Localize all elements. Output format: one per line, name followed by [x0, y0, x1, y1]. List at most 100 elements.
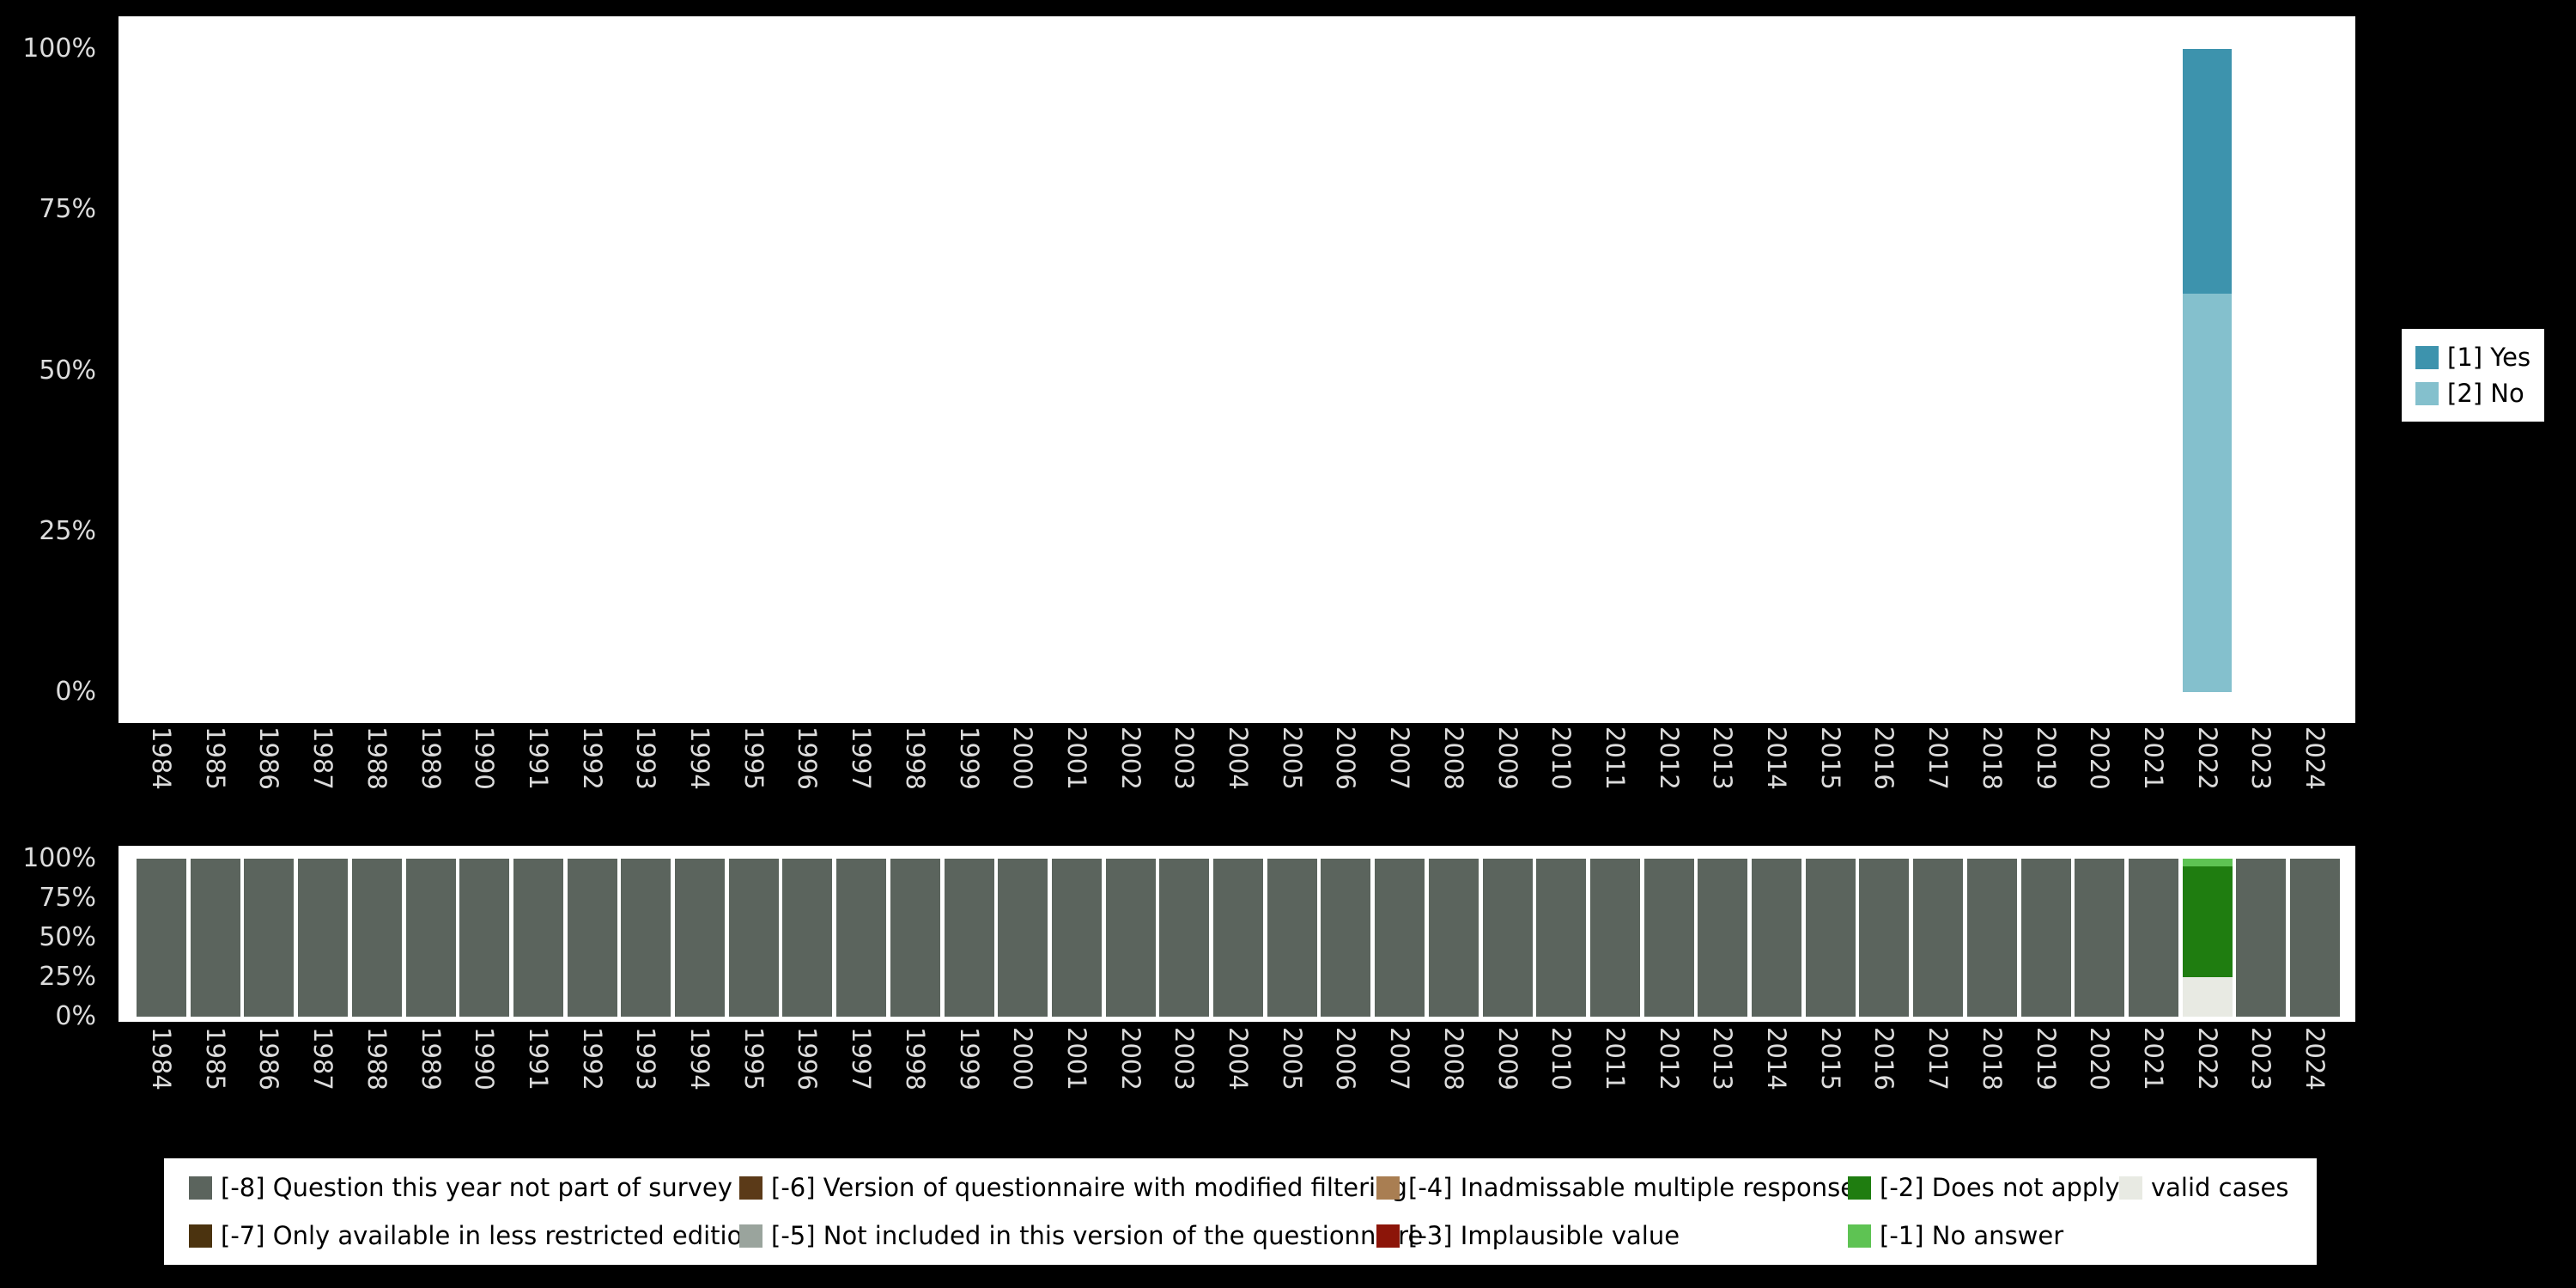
- bar-segment: [1589, 859, 1640, 1017]
- bar-segment: [675, 859, 725, 1017]
- x-axis-year-label: 2012: [1654, 726, 1684, 790]
- legend-item-minus4: [-4] Inadmissable multiple response: [1376, 1173, 1856, 1202]
- x-axis-year-label: 1991: [523, 726, 553, 790]
- minus8-color-swatch: [189, 1176, 212, 1200]
- x-axis-year-label: 2010: [1546, 1027, 1577, 1091]
- bar-segment: [1698, 859, 1748, 1017]
- x-axis-year-label: 2006: [1331, 726, 1361, 790]
- legend-item-no: [2] No: [2415, 379, 2530, 408]
- bar-segment: [1321, 859, 1371, 1017]
- minus2-color-swatch: [1848, 1176, 1871, 1200]
- bar-segment: [782, 859, 833, 1017]
- x-axis-year-label: 2005: [1277, 1027, 1307, 1091]
- missing-codes-legend-row-2: [-7] Only available in less restricted e…: [189, 1212, 2317, 1260]
- bar-segment: [1913, 859, 1964, 1017]
- x-axis-year-label: 2008: [1438, 1027, 1468, 1091]
- bar-segment: [2236, 859, 2287, 1017]
- missings-y-axis-labels: 0% 25% 50% 75% 100%: [0, 843, 110, 1031]
- x-axis-year-label: 1987: [308, 1027, 338, 1091]
- bar-segment: [890, 859, 940, 1017]
- answers-y-axis-labels: 0% 25% 50% 75% 100%: [0, 16, 110, 723]
- bar-segment: [621, 859, 671, 1017]
- bar-segment: [1966, 859, 2017, 1017]
- legend-label-minus6: [-6] Version of questionnaire with modif…: [771, 1173, 1407, 1202]
- x-axis-year-label: 2009: [1492, 726, 1522, 790]
- y-axis-tick-label: 25%: [39, 962, 96, 992]
- missings-x-axis-year-labels: 1984 1985 1986 1987 1988 1989 1990 1991 1992 1993…: [118, 1027, 2355, 1109]
- x-axis-year-label: 2003: [1170, 726, 1200, 790]
- x-axis-year-label: 1992: [577, 726, 607, 790]
- missing-codes-legend-row-1: [-8] Question this year not part of surv…: [189, 1163, 2317, 1212]
- legend-label-minus3: [-3] Implausible value: [1408, 1221, 1680, 1250]
- y-axis-tick-label: 50%: [39, 922, 96, 952]
- bar-segment: [190, 859, 240, 1017]
- bar-segment: [728, 859, 779, 1017]
- bar-segment: [2290, 859, 2340, 1017]
- x-axis-year-label: 2017: [1923, 1027, 1953, 1091]
- missings-chart-panel: [118, 846, 2355, 1022]
- x-axis-year-label: 2014: [1762, 726, 1791, 790]
- bar-segment: [244, 859, 295, 1017]
- bar-segment: [137, 859, 186, 1017]
- x-axis-year-label: 2015: [1815, 1027, 1845, 1091]
- x-axis-year-label: 1990: [470, 726, 500, 790]
- bar-segment: [1805, 859, 1856, 1017]
- x-axis-year-label: 1986: [254, 1027, 284, 1091]
- bar-segment: [2182, 866, 2233, 977]
- x-axis-year-label: 1984: [147, 1027, 176, 1091]
- x-axis-year-label: 1992: [577, 1027, 607, 1091]
- x-axis-year-label: 2001: [1061, 1027, 1091, 1091]
- legend-label-valid-cases: valid cases: [2151, 1173, 2289, 1202]
- x-axis-year-label: 2007: [1385, 726, 1415, 790]
- bar-segment: [944, 859, 994, 1017]
- bar-segment: [567, 859, 617, 1017]
- legend-item-minus7: [-7] Only available in less restricted e…: [189, 1221, 758, 1250]
- bar-segment: [1536, 859, 1587, 1017]
- legend-label-minus7: [-7] Only available in less restricted e…: [221, 1221, 758, 1250]
- x-axis-year-label: 2014: [1762, 1027, 1791, 1091]
- x-axis-year-label: 1989: [416, 726, 446, 790]
- bar-segment: [1859, 859, 1910, 1017]
- yes-color-swatch: [2415, 345, 2439, 369]
- x-axis-year-label: 2017: [1923, 726, 1953, 790]
- bar-segment: [1159, 859, 1210, 1017]
- bar-segment: [2183, 49, 2233, 294]
- minus7-color-swatch: [189, 1224, 212, 1248]
- x-axis-year-label: 1987: [308, 726, 338, 790]
- valid-cases-color-swatch: [2119, 1176, 2142, 1200]
- x-axis-year-label: 2006: [1331, 1027, 1361, 1091]
- x-axis-year-label: 2009: [1492, 1027, 1522, 1091]
- legend-item-minus5: [-5] Not included in this version of the…: [739, 1221, 1423, 1250]
- x-axis-year-label: 2021: [2138, 726, 2168, 790]
- y-axis-tick-label: 50%: [39, 355, 96, 386]
- y-axis-tick-label: 75%: [39, 194, 96, 225]
- legend-label-minus2: [-2] Does not apply: [1880, 1173, 2120, 1202]
- x-axis-year-label: 2020: [2085, 1027, 2115, 1091]
- x-axis-year-label: 1984: [147, 726, 176, 790]
- x-axis-year-label: 2013: [1708, 726, 1738, 790]
- y-axis-tick-label: 25%: [39, 515, 96, 546]
- x-axis-year-label: 1997: [847, 1027, 877, 1091]
- x-axis-year-label: 2018: [1977, 726, 2007, 790]
- x-axis-year-label: 1993: [631, 726, 661, 790]
- bar-segment: [1752, 859, 1801, 1017]
- bar-segment: [351, 859, 402, 1017]
- x-axis-year-label: 1993: [631, 1027, 661, 1091]
- legend-item-minus1: [-1] No answer: [1848, 1221, 2119, 1250]
- x-axis-year-label: 1995: [738, 1027, 769, 1091]
- x-axis-year-label: 1991: [523, 1027, 553, 1091]
- bar-segment: [1105, 859, 1156, 1017]
- x-axis-year-label: 2013: [1708, 1027, 1738, 1091]
- legend-item-minus3: [-3] Implausible value: [1376, 1221, 1848, 1250]
- x-axis-year-label: 2004: [1224, 1027, 1253, 1091]
- x-axis-year-label: 1989: [416, 1027, 446, 1091]
- legend-label-minus1: [-1] No answer: [1880, 1221, 2064, 1250]
- x-axis-year-label: 1985: [200, 1027, 230, 1091]
- answers-legend: [1] Yes [2] No: [2402, 329, 2545, 422]
- bar-segment: [1375, 859, 1425, 1017]
- bar-segment: [1428, 859, 1479, 1017]
- minus3-color-swatch: [1376, 1224, 1400, 1248]
- legend-item-minus2: [-2] Does not apply: [1848, 1173, 2120, 1202]
- x-axis-year-label: 2023: [2246, 1027, 2276, 1091]
